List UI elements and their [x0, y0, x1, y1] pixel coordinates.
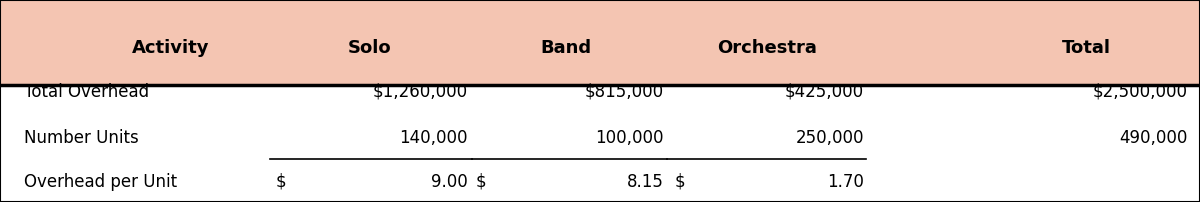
Text: Band: Band — [541, 39, 592, 58]
Text: $: $ — [276, 173, 287, 191]
Text: 9.00: 9.00 — [431, 173, 468, 191]
Text: 100,000: 100,000 — [595, 129, 664, 147]
Text: Overhead per Unit: Overhead per Unit — [24, 173, 178, 191]
Text: $1,260,000: $1,260,000 — [373, 83, 468, 101]
Text: $425,000: $425,000 — [785, 83, 864, 101]
Text: 1.70: 1.70 — [827, 173, 864, 191]
Text: 490,000: 490,000 — [1120, 129, 1188, 147]
Text: $: $ — [674, 173, 685, 191]
Text: Total Overhead: Total Overhead — [24, 83, 149, 101]
Text: Number Units: Number Units — [24, 129, 139, 147]
Text: 250,000: 250,000 — [796, 129, 864, 147]
Text: $2,500,000: $2,500,000 — [1093, 83, 1188, 101]
Text: $: $ — [475, 173, 486, 191]
Bar — [0, 0, 1200, 85]
Text: $815,000: $815,000 — [584, 83, 664, 101]
Text: Total: Total — [1062, 39, 1110, 58]
Text: 140,000: 140,000 — [400, 129, 468, 147]
Text: Orchestra: Orchestra — [716, 39, 817, 58]
Text: Activity: Activity — [132, 39, 210, 58]
Text: Solo: Solo — [348, 39, 391, 58]
Text: 8.15: 8.15 — [626, 173, 664, 191]
